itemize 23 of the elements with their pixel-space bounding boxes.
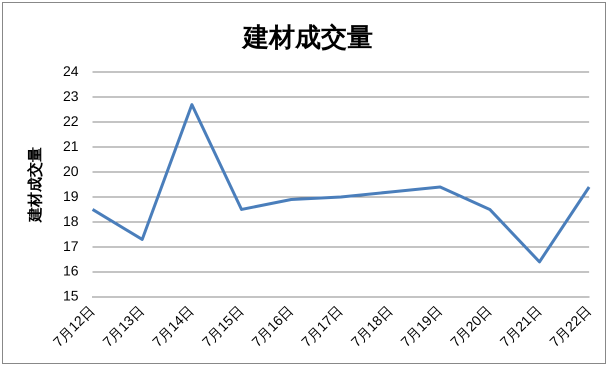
chart-title: 建材成交量 xyxy=(241,22,373,52)
y-tick-label: 16 xyxy=(62,262,79,279)
x-tick-label: 7月15日 xyxy=(198,302,246,350)
y-tick-label: 22 xyxy=(62,112,79,129)
x-tick-label: 7月21日 xyxy=(496,302,544,350)
x-tick-label: 7月18日 xyxy=(348,302,396,350)
y-tick-label: 24 xyxy=(62,63,79,80)
y-tick-label: 21 xyxy=(62,138,79,154)
x-tick-label: 7月16日 xyxy=(248,302,296,350)
x-tick-label: 7月12日 xyxy=(50,302,98,350)
y-tick-label: 15 xyxy=(62,288,79,304)
x-tick-label: 7月17日 xyxy=(298,302,346,350)
y-tick-label: 19 xyxy=(62,188,79,204)
y-tick-label: 17 xyxy=(62,238,79,254)
x-tick-label: 7月22日 xyxy=(546,302,594,350)
x-tick-label: 7月13日 xyxy=(99,302,148,350)
y-axis-title: 建材成交量 xyxy=(26,147,44,223)
y-tick-label: 18 xyxy=(62,212,79,229)
x-tick-label: 7月19日 xyxy=(397,302,446,350)
y-tick-label: 23 xyxy=(62,88,79,104)
x-tick-label: 7月14日 xyxy=(149,302,197,350)
y-tick-label: 20 xyxy=(62,162,79,179)
x-tick-label: 7月20日 xyxy=(447,302,495,350)
